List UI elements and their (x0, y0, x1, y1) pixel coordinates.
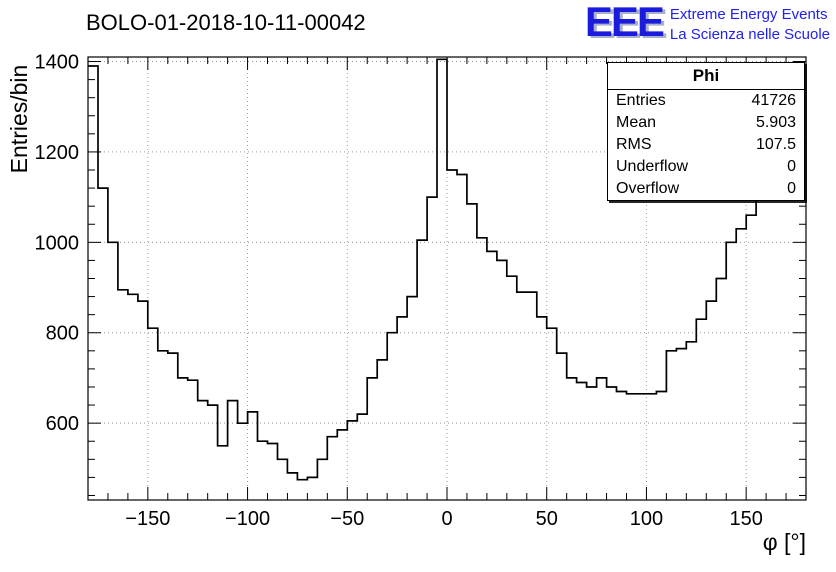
svg-text:50: 50 (536, 508, 558, 530)
stats-row-label: RMS (616, 136, 652, 153)
svg-text:−150: −150 (125, 508, 170, 530)
svg-text:800: 800 (46, 323, 79, 345)
svg-text:−50: −50 (330, 508, 364, 530)
stats-row-value: 107.5 (755, 136, 796, 153)
svg-text:0: 0 (441, 508, 452, 530)
svg-text:1400: 1400 (35, 52, 80, 74)
svg-text:1000: 1000 (35, 232, 80, 254)
svg-text:φ [°]: φ [°] (763, 529, 806, 555)
plot-title: BOLO-01-2018-10-11-00042 (86, 10, 366, 35)
svg-text:600: 600 (46, 413, 79, 435)
svg-text:100: 100 (630, 508, 663, 530)
stats-row-value: 0 (787, 180, 796, 197)
stats-row: RMS 107.5 (608, 134, 804, 156)
stats-box-title: Phi (608, 63, 804, 90)
eee-logo-text: EEE (584, 0, 665, 45)
eee-logo-line1: Extreme Energy Events (669, 6, 828, 23)
stats-row-label: Underflow (616, 158, 689, 175)
stats-row: Entries 41726 (608, 90, 804, 112)
stats-row: Underflow 0 (608, 156, 804, 178)
eee-logo-captions: Extreme Energy Events La Scienza nelle S… (670, 2, 830, 46)
stats-row: Mean 5.903 (608, 112, 804, 134)
eee-logo: EEE Extreme Energy Events La Scienza nel… (584, 0, 830, 46)
stats-box-rows: Entries 41726 Mean 5.903 RMS 107.5 Underflow 0 O… (608, 90, 804, 200)
stats-row: Overflow 0 (608, 178, 804, 200)
eee-logo-line2: La Scienza nelle Scuole (669, 26, 830, 44)
svg-text:1200: 1200 (35, 142, 80, 164)
svg-text:150: 150 (729, 508, 762, 530)
stats-row-value: 41726 (751, 92, 797, 109)
svg-text:−100: −100 (225, 508, 270, 530)
stats-row-value: 5.903 (755, 114, 796, 131)
stats-box: Phi Entries 41726 Mean 5.903 RMS 107.5 Underfl… (607, 62, 805, 201)
stats-row-value: 0 (787, 158, 796, 175)
stats-row-label: Overflow (616, 180, 680, 197)
stats-row-label: Entries (616, 92, 666, 109)
svg-text:Entries/bin: Entries/bin (6, 65, 32, 174)
stats-row-label: Mean (616, 114, 657, 131)
